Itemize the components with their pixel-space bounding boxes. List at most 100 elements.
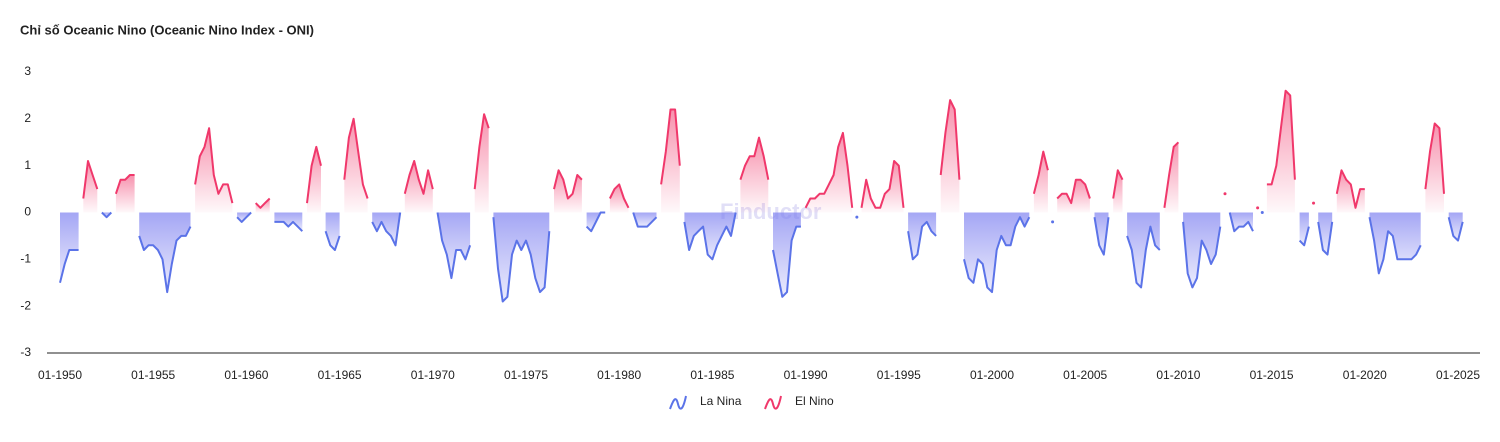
area-fill bbox=[1113, 170, 1123, 213]
area-fill bbox=[554, 170, 582, 213]
series-line bbox=[236, 211, 252, 223]
area-fill bbox=[60, 212, 79, 283]
series-line bbox=[1368, 217, 1422, 275]
x-tick-label: 01-1990 bbox=[784, 368, 828, 382]
x-tick-label: 01-2000 bbox=[970, 368, 1014, 382]
area-fill bbox=[805, 132, 853, 213]
y-tick-label: 3 bbox=[24, 64, 31, 78]
area-fill bbox=[1033, 151, 1048, 213]
series-line bbox=[403, 160, 434, 195]
series-point bbox=[1223, 192, 1227, 196]
series-line bbox=[553, 169, 583, 200]
area-fill bbox=[661, 109, 680, 213]
series-line bbox=[907, 220, 937, 261]
y-tick-label: -1 bbox=[20, 252, 31, 266]
x-tick-label: 01-2010 bbox=[1156, 368, 1200, 382]
x-tick-label: 01-1995 bbox=[877, 368, 921, 382]
series-line bbox=[739, 136, 770, 181]
series-line bbox=[1298, 226, 1310, 247]
chart-title: Chỉ số Oceanic Nino (Oceanic Nino Index … bbox=[20, 22, 314, 37]
x-tick-label: 01-1970 bbox=[411, 368, 455, 382]
series-line bbox=[1056, 178, 1091, 205]
series-line bbox=[1126, 225, 1161, 289]
y-tick-label: -2 bbox=[20, 298, 31, 312]
series-line bbox=[1228, 212, 1254, 233]
x-tick-label: 01-1955 bbox=[131, 368, 175, 382]
series-line bbox=[371, 212, 402, 247]
area-fill bbox=[344, 118, 368, 213]
series-line bbox=[1032, 150, 1049, 195]
series-line bbox=[138, 226, 192, 294]
series-line bbox=[772, 225, 801, 298]
y-tick-label: 1 bbox=[24, 158, 31, 172]
area-fill bbox=[1183, 212, 1221, 288]
series-line bbox=[492, 217, 551, 303]
x-tick-label: 01-1950 bbox=[38, 368, 82, 382]
series-point bbox=[1260, 211, 1264, 214]
series-line bbox=[860, 160, 905, 209]
series-line bbox=[585, 211, 606, 233]
series-line bbox=[343, 117, 369, 199]
area-fill bbox=[307, 146, 321, 213]
series-line bbox=[473, 113, 490, 190]
area-fill bbox=[940, 100, 960, 213]
x-tick-label: 01-2020 bbox=[1343, 368, 1387, 382]
series-line bbox=[609, 183, 630, 209]
series-line bbox=[939, 99, 961, 180]
legend-label: El Nino bbox=[795, 394, 834, 408]
y-tick-label: -3 bbox=[20, 345, 31, 359]
series-line bbox=[101, 211, 113, 219]
series-line bbox=[1266, 89, 1296, 186]
area-fill bbox=[493, 212, 550, 302]
x-tick-label: 01-2015 bbox=[1250, 368, 1294, 382]
series-line bbox=[59, 249, 79, 284]
area-fill bbox=[908, 212, 937, 260]
series-line bbox=[632, 212, 658, 228]
y-tick-label: 2 bbox=[24, 111, 31, 125]
x-tick-label: 01-2025 bbox=[1436, 368, 1480, 382]
series-line bbox=[660, 108, 681, 185]
area-fill bbox=[474, 114, 489, 213]
legend-icon bbox=[669, 395, 687, 410]
series-line bbox=[804, 131, 854, 209]
series-line bbox=[1163, 141, 1180, 208]
legend-icon bbox=[764, 395, 782, 410]
area-fill bbox=[115, 175, 135, 213]
area-fill bbox=[1164, 142, 1179, 213]
area-fill bbox=[1266, 90, 1295, 213]
series-point bbox=[1312, 201, 1316, 205]
area-fill bbox=[1425, 123, 1444, 213]
series-line bbox=[1317, 221, 1334, 256]
area-fill bbox=[404, 161, 433, 213]
series-line bbox=[436, 212, 472, 280]
area-fill bbox=[1299, 212, 1309, 246]
area-fill bbox=[274, 212, 303, 232]
x-tick-label: 01-1980 bbox=[597, 368, 641, 382]
area-fill bbox=[740, 137, 769, 213]
x-tick-label: 01-2005 bbox=[1063, 368, 1107, 382]
y-tick-label: 0 bbox=[24, 205, 31, 219]
series-point bbox=[1256, 206, 1260, 210]
area-fill bbox=[1229, 212, 1253, 232]
area-fill bbox=[609, 184, 629, 213]
area-fill bbox=[372, 212, 401, 246]
series-line bbox=[1093, 217, 1110, 256]
series-line bbox=[254, 197, 271, 209]
area-fill bbox=[633, 212, 657, 227]
series-line bbox=[274, 220, 304, 232]
x-tick-label: 01-1975 bbox=[504, 368, 548, 382]
series-line bbox=[683, 212, 737, 261]
series-line bbox=[1335, 169, 1365, 209]
area-fill bbox=[139, 212, 191, 293]
legend-label: La Nina bbox=[700, 394, 742, 408]
series-line bbox=[963, 216, 1031, 294]
x-tick-label: 01-1985 bbox=[690, 368, 734, 382]
series-line bbox=[1424, 122, 1445, 194]
series-point bbox=[855, 215, 859, 219]
series-line bbox=[194, 127, 234, 204]
area-fill bbox=[437, 212, 471, 279]
series-line bbox=[1182, 221, 1222, 289]
series-line bbox=[306, 145, 322, 204]
series-point bbox=[1051, 220, 1055, 224]
series-line bbox=[1112, 169, 1124, 199]
